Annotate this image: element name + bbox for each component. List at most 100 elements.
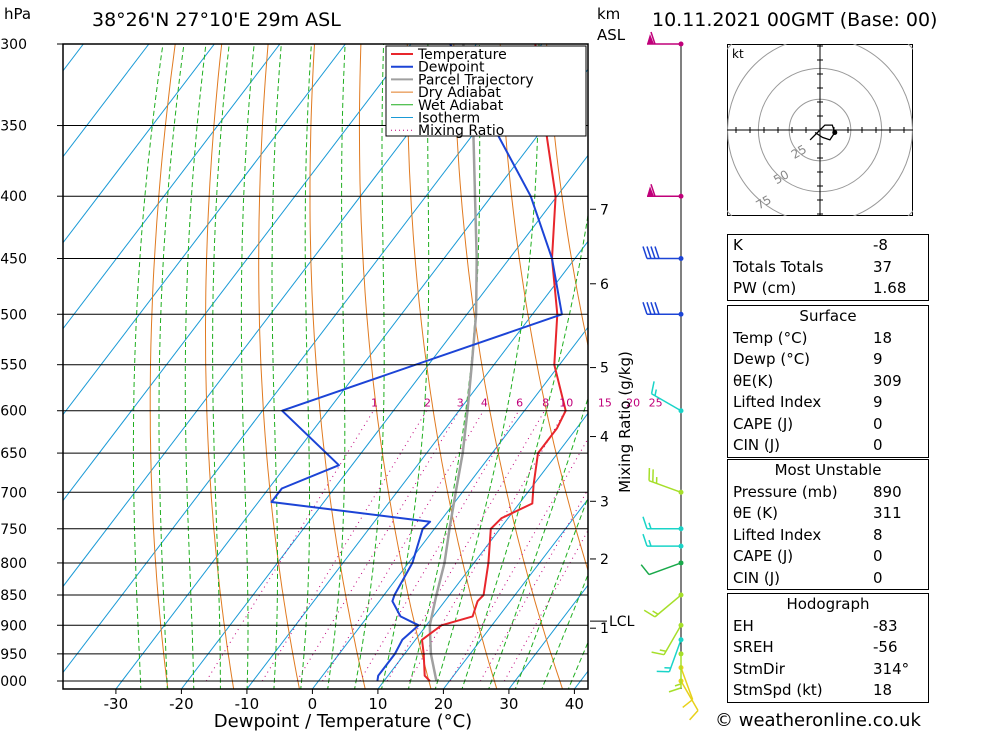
- wind-barb: [643, 594, 682, 618]
- km-label: km: [597, 5, 621, 23]
- surface-key: Lifted Index: [733, 393, 822, 411]
- wind-barb: [668, 653, 682, 693]
- wind-barb: [647, 31, 681, 45]
- pressure-label: 350: [0, 119, 27, 135]
- wind-barb-half-feather: [654, 389, 658, 396]
- asl-label: ASL: [597, 26, 626, 44]
- surface-key: Temp (°C): [733, 328, 808, 347]
- surface-row: Dewp (°C) 9: [728, 349, 928, 371]
- dry-adiabat-line: [309, 44, 366, 689]
- surface-key: θE(K): [733, 371, 774, 390]
- wind-barb-shaft: [651, 393, 682, 412]
- surface-key: CIN (J): [733, 436, 781, 454]
- wind-barb-feather: [651, 651, 665, 656]
- surface-value: 309: [873, 371, 902, 390]
- hodograph-rows: EH -83 SREH -56 StmDir 314° StmSpd (kt) 18: [728, 616, 928, 702]
- surface-table: Surface Temp (°C) 18 Dewp (°C) 9 θE(K) 309 Lif…: [727, 305, 929, 458]
- most-unstable-row: θE (K) 311: [728, 503, 928, 525]
- pressure-label: 900: [0, 618, 27, 634]
- legend-entry: Wet Adiabat: [418, 98, 504, 114]
- wind-barb: [642, 302, 681, 316]
- wind-barb-shaft: [680, 667, 694, 700]
- surface-row: θE(K) 309: [728, 371, 928, 393]
- hodograph-row: SREH -56: [728, 637, 928, 659]
- km-tick-label: 2: [600, 552, 609, 568]
- wind-barb-feather: [642, 302, 648, 315]
- isotherm-line: [312, 326, 588, 689]
- pressure-label: 650: [0, 446, 27, 462]
- km-tick-label: 7: [600, 202, 609, 218]
- wind-level-dot: [678, 526, 684, 532]
- lcl-label: LCL: [609, 614, 635, 630]
- hodograph-unit: kt: [732, 47, 744, 61]
- wind-barb-feather: [650, 246, 656, 259]
- hodograph-ring-label: 50: [771, 167, 791, 187]
- indices-table: K -8 Totals Totals 37 PW (cm) 1.68: [727, 234, 929, 301]
- hpa-label: hPa: [4, 5, 32, 23]
- legend-box: [385, 45, 587, 137]
- mixing-ratio-line: [296, 410, 460, 682]
- pressure-label: 1000: [0, 674, 27, 690]
- legend-entry: Dry Adiabat: [418, 85, 501, 101]
- wind-barb-feather: [640, 564, 650, 576]
- surface-key: CAPE (J): [733, 414, 794, 433]
- plot-area: [63, 26, 1000, 707]
- pressure-label: 700: [0, 485, 27, 501]
- x-tick-label: 30: [499, 695, 518, 713]
- hodograph-plot: kt 25 50 75: [727, 44, 913, 216]
- isotherm-line: [63, 44, 346, 416]
- surface-value: 9: [873, 350, 883, 368]
- datetime-title: 10.11.2021 00GMT (Base: 00): [652, 9, 938, 31]
- wind-barb: [656, 639, 682, 673]
- wind-barb-feather: [650, 381, 655, 394]
- pressure-label: 750: [0, 522, 27, 538]
- hodograph-ring-label: 25: [789, 142, 809, 162]
- dewpoint-line: [270, 44, 563, 682]
- pressure-label: 450: [0, 252, 27, 268]
- mixing-ratio-label: 3: [457, 397, 464, 410]
- isotherm-line: [115, 68, 588, 689]
- wet-adiabat-line: [184, 44, 207, 689]
- wind-level-dot: [678, 543, 684, 549]
- wet-adiabat-line: [354, 44, 385, 689]
- wind-level-dot: [678, 311, 684, 317]
- mixing-ratio-axis-label: Mixing Ratio (g/kg): [616, 351, 634, 493]
- wind-barb: [648, 467, 682, 493]
- dry-adiabat-line: [959, 26, 1000, 707]
- index-value: 1.68: [873, 279, 907, 297]
- wind-barb-half-feather: [652, 610, 659, 615]
- hodograph-value: -56: [873, 638, 898, 656]
- surface-row: CIN (J) 0: [728, 435, 928, 457]
- most-unstable-row: CIN (J) 0: [728, 568, 928, 590]
- hodograph-trace: [809, 124, 836, 141]
- hodograph-table: Hodograph EH -83 SREH -56 StmDir 314° StmSpd (…: [727, 593, 929, 703]
- legend-entry: Temperature: [417, 47, 507, 63]
- surface-rows: Temp (°C) 18 Dewp (°C) 9 θE(K) 309 Lifted Inde…: [728, 328, 928, 457]
- wet-adiabat-line: [541, 573, 588, 689]
- wind-barb-half-feather: [648, 522, 652, 530]
- x-tick-label: -20: [169, 695, 194, 713]
- legend-entry: Dewpoint: [418, 60, 485, 76]
- mixing-ratio-label: 10: [559, 397, 573, 410]
- x-tick-label: 10: [368, 695, 387, 713]
- index-value: 37: [873, 257, 893, 276]
- mixing-ratio-line: [408, 410, 566, 682]
- wind-barb-shaft: [668, 639, 682, 672]
- plot-frame: [62, 43, 589, 690]
- wet-adiabat-line: [212, 44, 230, 689]
- hodograph-key: SREH: [733, 638, 774, 656]
- dry-adiabat-line: [406, 44, 498, 689]
- wind-level-dot: [678, 193, 684, 199]
- legend-entry: Isotherm: [418, 111, 480, 127]
- pressure-label: 600: [0, 404, 27, 420]
- surface-title: Surface: [799, 307, 857, 325]
- wind-barb: [680, 680, 699, 721]
- mixing-ratio-line: [359, 410, 520, 682]
- wet-adiabat-line: [132, 44, 164, 689]
- mixing-ratio-label: 4: [481, 397, 488, 410]
- most-unstable-title: Most Unstable: [774, 461, 882, 479]
- surface-row: CAPE (J) 0: [728, 414, 928, 436]
- wet-adiabat-line: [488, 396, 588, 689]
- wind-barb-shaft: [680, 680, 699, 711]
